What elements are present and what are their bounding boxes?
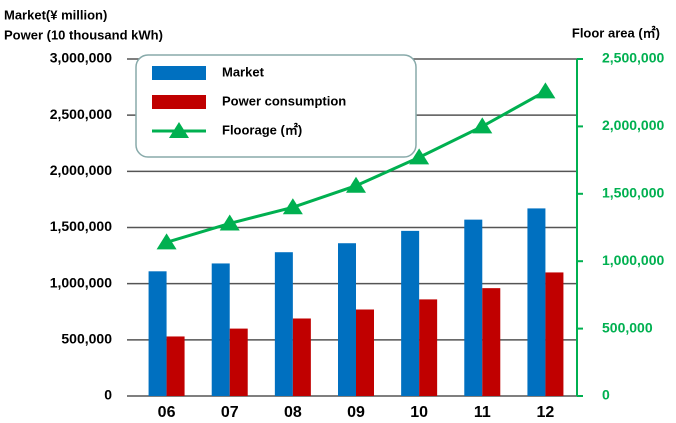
- bar: [356, 309, 374, 396]
- y-tick-label: 500,000: [61, 331, 112, 347]
- marker: [282, 198, 303, 215]
- marker: [472, 117, 493, 134]
- legend-swatch: [152, 95, 206, 109]
- y2-tick-label: 1,500,000: [602, 185, 664, 201]
- bar: [338, 243, 356, 396]
- legend-swatch: [169, 122, 189, 138]
- legend-swatch: [152, 66, 206, 80]
- marker: [346, 176, 366, 193]
- bar: [401, 230, 420, 396]
- bar: [211, 263, 230, 396]
- y-tick-label: 3,000,000: [50, 50, 112, 66]
- y2-tick-label: 0: [602, 387, 610, 403]
- bar: [464, 219, 483, 396]
- y2-tick-label: 2,500,000: [602, 50, 664, 66]
- y-tick-label: 2,000,000: [50, 162, 112, 178]
- x-tick-label: 07: [221, 404, 239, 421]
- marker: [156, 233, 177, 250]
- x-tick-label: 09: [347, 404, 365, 421]
- y-tick-label: 1,000,000: [50, 274, 112, 290]
- y-tick-label: 2,500,000: [50, 106, 112, 122]
- y-tick-label: 0: [104, 387, 112, 403]
- y-tick-label: 1,500,000: [50, 218, 112, 234]
- x-tick-label: 08: [284, 404, 302, 421]
- x-tick-label: 10: [410, 404, 428, 421]
- y2-tick-label: 2,000,000: [602, 117, 664, 133]
- x-tick-label: 12: [537, 404, 555, 421]
- bar: [148, 271, 167, 396]
- legend-label: Market: [222, 64, 265, 79]
- bar: [545, 272, 564, 396]
- bar: [274, 252, 293, 396]
- y-axis-title: Market(¥ million): [4, 7, 107, 22]
- marker: [219, 214, 240, 231]
- y2-axis-title: Floor area (㎡): [572, 25, 660, 40]
- legend-label: Floorage (㎡): [222, 122, 302, 137]
- bar: [419, 299, 438, 396]
- y2-tick-label: 500,000: [602, 319, 653, 335]
- x-tick-label: 11: [474, 404, 491, 421]
- marker: [535, 82, 556, 99]
- x-tick-label: 06: [158, 404, 176, 421]
- bar: [166, 336, 185, 396]
- bar: [482, 288, 501, 396]
- marker: [409, 148, 430, 165]
- y2-tick-label: 1,000,000: [602, 252, 664, 268]
- bar: [229, 328, 248, 396]
- bar: [527, 208, 546, 396]
- y-axis-title: Power (10 thousand kWh): [4, 27, 163, 42]
- legend-label: Power consumption: [222, 93, 346, 108]
- bar: [292, 318, 311, 396]
